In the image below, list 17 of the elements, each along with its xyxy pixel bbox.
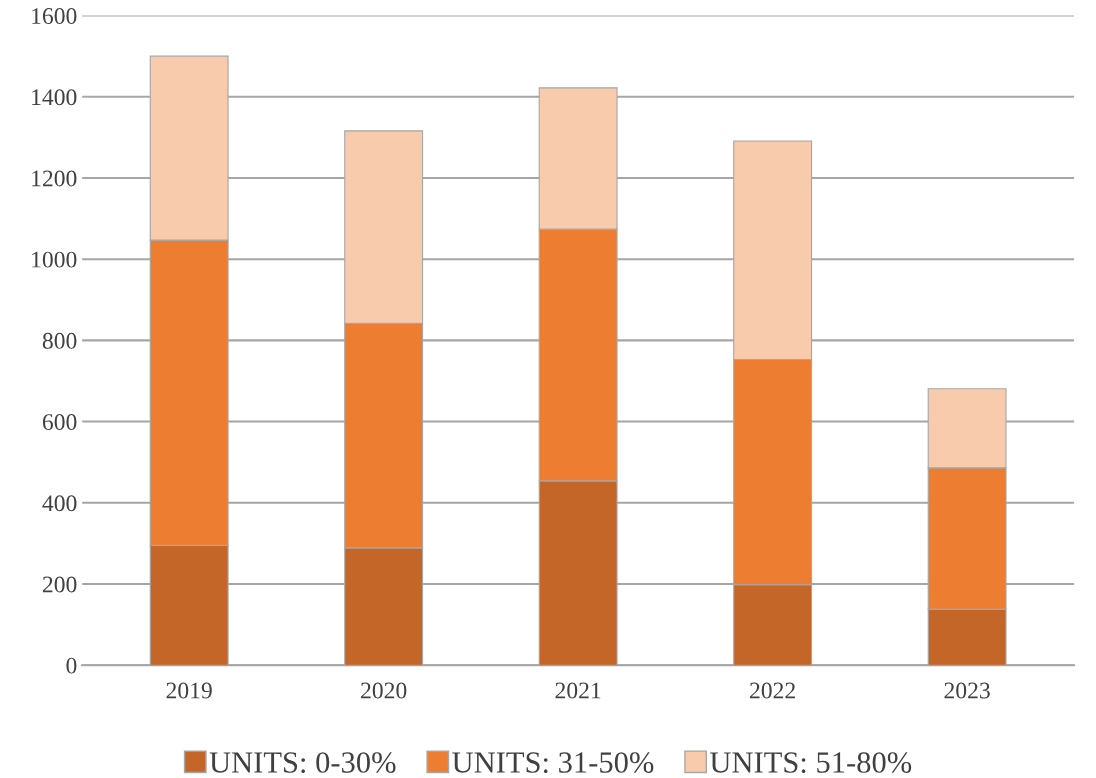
x-tick-label: 2022 (750, 682, 795, 699)
x-tick-label: 2023 (944, 682, 990, 699)
y-tick-label: 600 (42, 414, 77, 430)
y-tick-label: 1600 (32, 8, 77, 24)
y-tick-label: 1400 (32, 89, 77, 106)
y-tick-label: 400 (42, 495, 77, 512)
x-tick-label: 2021 (555, 682, 601, 699)
y-tick-label: 0 (66, 657, 77, 674)
x-tick-label: 2019 (166, 682, 212, 699)
legend-label: UNITS: 0-30% (209, 752, 396, 773)
y-tick-label: 800 (42, 332, 77, 349)
y-tick-label: 200 (42, 576, 77, 593)
y-tick-label: 1000 (32, 251, 77, 268)
y-tick-label: 1200 (32, 170, 77, 187)
legend-label: UNITS: 51-80% (710, 752, 912, 773)
x-tick-label: 2020 (361, 682, 407, 699)
legend-label: UNITS: 31-50% (452, 752, 654, 773)
